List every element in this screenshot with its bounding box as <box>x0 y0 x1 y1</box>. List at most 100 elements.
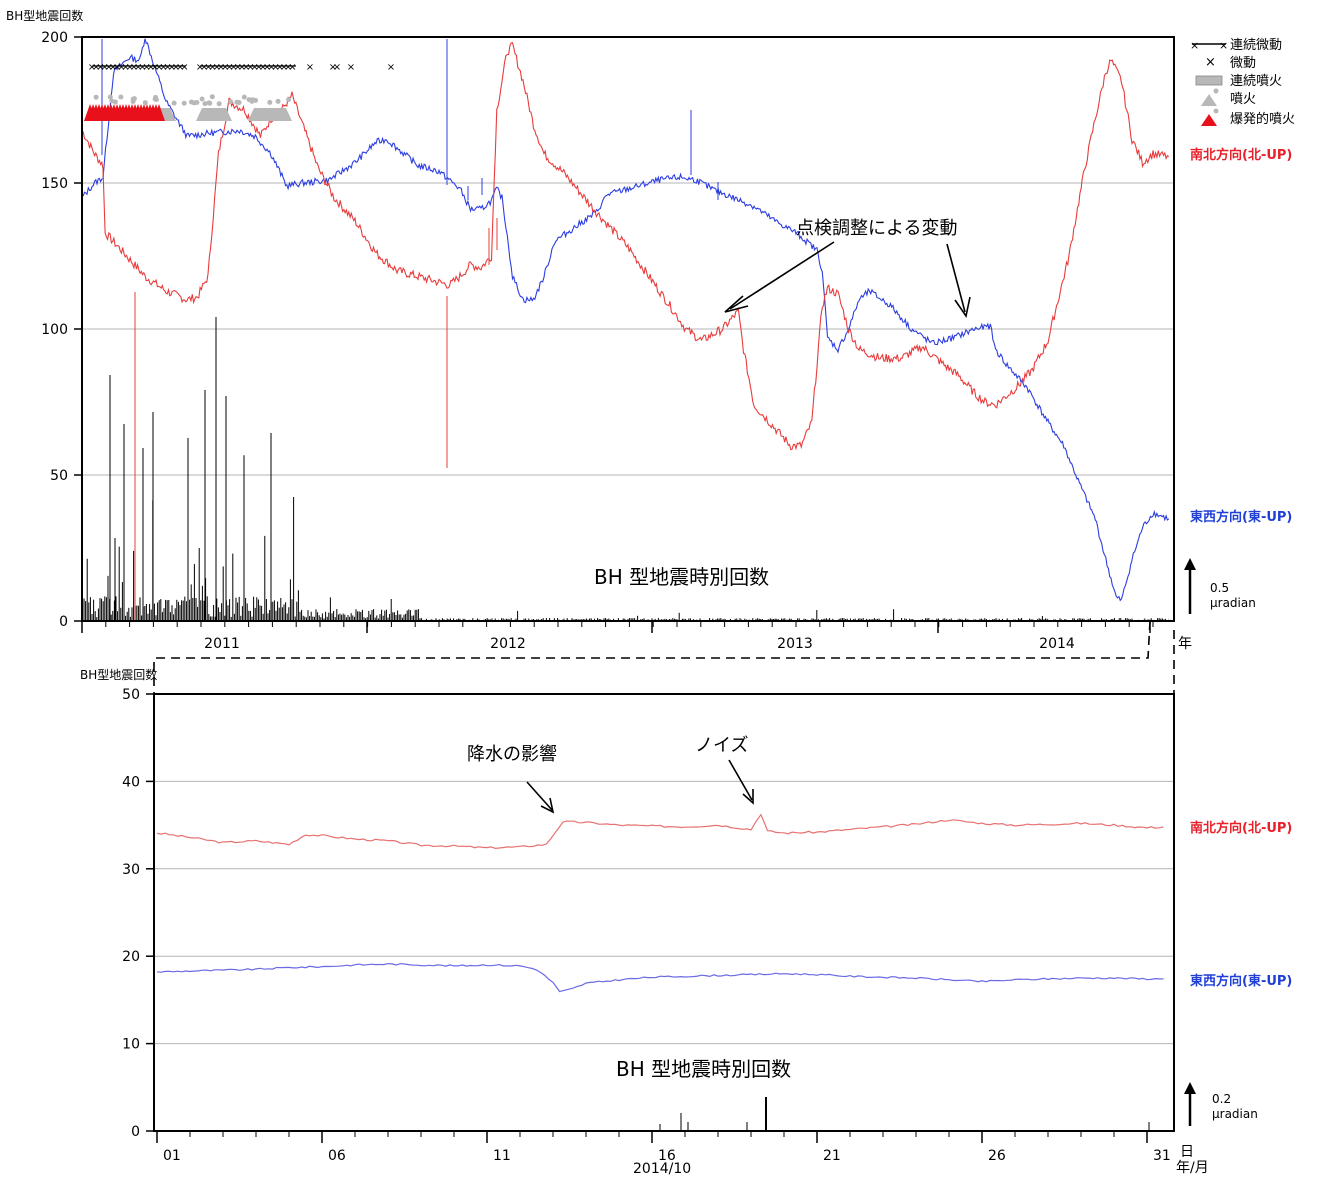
tremor-cross-icon: × <box>255 62 263 73</box>
y-tick-label: 100 <box>41 322 68 338</box>
plume-dot <box>199 96 205 102</box>
lower-gridlines <box>154 780 1174 1045</box>
upper-annotation-arrows <box>724 241 971 318</box>
tremor-cross-icon: × <box>242 62 250 73</box>
tremor-cross-icon: × <box>163 62 171 73</box>
plume-dot <box>228 99 234 105</box>
plume-dot <box>275 98 281 104</box>
lower-plot-frame <box>153 693 1175 1132</box>
upper-eruption-markers <box>84 94 292 121</box>
x-tick-label: 2014 <box>1039 636 1075 652</box>
lower-ew-series-line <box>156 962 1164 993</box>
tremor-cross-icon: × <box>147 62 155 73</box>
tremor-cross-icon: × <box>221 62 229 73</box>
legend-explosive-eruption: 爆発的噴火 <box>1201 108 1295 127</box>
y-tick-label: 50 <box>50 468 68 484</box>
plume-dot <box>181 100 187 106</box>
tremor-cross-icon: × <box>329 62 337 73</box>
tremor-cross-icon: × <box>225 62 233 73</box>
tremor-cross-icon: × <box>121 62 129 73</box>
legend-label: 微動 <box>1230 56 1256 71</box>
plume-dot <box>202 101 208 107</box>
plume-dot <box>236 100 242 105</box>
scale-arrow-icon <box>1184 1082 1196 1094</box>
tremor-cross-icon: × <box>142 62 150 73</box>
tremor-cross-icon: × <box>172 62 180 73</box>
x-tick-label: 11 <box>493 1148 511 1164</box>
legend-tremor: × 微動 <box>1205 55 1256 71</box>
lower-ew-label: 東西方向(東-UP) <box>1190 973 1292 989</box>
y-tick-label: 200 <box>41 30 68 46</box>
tremor-cross-icon: × <box>176 62 184 73</box>
plume-dot <box>189 99 194 105</box>
tremor-cross-icon: × <box>267 62 275 73</box>
tremor-cross-icon: × <box>200 62 208 73</box>
lower-y-ticks: 0 10 20 30 40 50 <box>122 687 154 1140</box>
tremor-cross-icon: × <box>387 62 395 73</box>
tremor-cross-icon: × <box>213 62 221 73</box>
scale-value: 0.5 <box>1210 581 1229 595</box>
y-tick-label: 0 <box>131 1124 140 1140</box>
tremor-cross-icon: × <box>92 62 100 73</box>
tremor-cross-icon: × <box>180 62 188 73</box>
legend-plume-icon <box>1213 108 1219 114</box>
lower-xlabel: 2014/10 <box>633 1161 691 1177</box>
plume-dot <box>286 97 292 103</box>
plume-dot <box>130 96 136 102</box>
upper-year-unit: 年 <box>1178 636 1192 652</box>
tremor-cross-icon: × <box>234 62 242 73</box>
tremor-cross-icon: × <box>217 62 225 73</box>
tremor-cross-icon: × <box>155 62 163 73</box>
tremor-cross-icon: × <box>130 62 138 73</box>
x-tick-label: 01 <box>163 1148 181 1164</box>
tremor-cross-icon: × <box>229 62 237 73</box>
legend-label: 爆発的噴火 <box>1230 111 1295 127</box>
lower-x-unit-day: 日 <box>1180 1144 1194 1160</box>
upper-x-axis: 2011 2012 2013 2014 <box>81 621 1154 652</box>
lower-annotation-rain: 降水の影響 <box>467 744 557 765</box>
lower-annotation-arrows <box>526 759 754 814</box>
tremor-cross-icon: × <box>288 62 296 73</box>
plume-dot <box>206 100 212 106</box>
lower-x-unit-yearmonth: 年/月 <box>1176 1160 1209 1176</box>
tremor-cross-icon: × <box>168 62 176 73</box>
legend-plume-icon <box>1213 88 1219 94</box>
scale-unit: μradian <box>1210 596 1256 610</box>
tremor-cross-icon: × <box>280 62 288 73</box>
tremor-cross-icon: × <box>306 62 314 73</box>
plume-dot <box>152 96 158 102</box>
plume-dot <box>109 98 115 104</box>
y-tick-label: 20 <box>122 949 140 965</box>
legend-red-triangle-icon <box>1201 114 1217 126</box>
tremor-cross-icon: × <box>134 62 142 73</box>
upper-count-label: BH 型地震時別回数 <box>594 565 769 589</box>
upper-annotation-maintenance: 点検調整による変動 <box>796 218 957 239</box>
tremor-cross-icon: × <box>250 62 258 73</box>
upper-ew-series-line <box>81 38 1170 602</box>
lower-chart: BH型地震回数 0 10 20 30 40 50 01 06 11 16 21 26 31 2014/… <box>80 667 1292 1177</box>
upper-ns-series-line <box>81 42 1170 451</box>
tremor-cross-icon: × <box>333 62 341 73</box>
plume-dot <box>171 100 177 106</box>
scale-value: 0.2 <box>1212 1092 1231 1106</box>
tremor-cross-icon: × <box>196 62 204 73</box>
legend-cross-icon: × <box>1219 39 1228 52</box>
y-tick-label: 0 <box>59 614 68 630</box>
tremor-cross-icon: × <box>100 62 108 73</box>
tremor-cross-icon: × <box>208 62 216 73</box>
y-tick-label: 30 <box>122 862 140 878</box>
explosive-eruption-triangle <box>153 104 165 121</box>
x-tick-label: 2012 <box>490 636 526 652</box>
upper-gridlines <box>82 182 1174 476</box>
plume-dot <box>249 98 255 104</box>
upper-y-ticks: 0 50 100 150 200 <box>41 30 82 630</box>
upper-ew-label: 東西方向(東-UP) <box>1190 509 1292 525</box>
legend-label: 噴火 <box>1230 92 1256 107</box>
legend-eruption: 噴火 <box>1201 88 1256 107</box>
legend-continuous-tremor: × × 連続微動 <box>1190 38 1282 53</box>
tremor-cross-icon: × <box>126 62 134 73</box>
legend-label: 連続噴火 <box>1230 74 1282 89</box>
tremor-cross-icon: × <box>263 62 271 73</box>
